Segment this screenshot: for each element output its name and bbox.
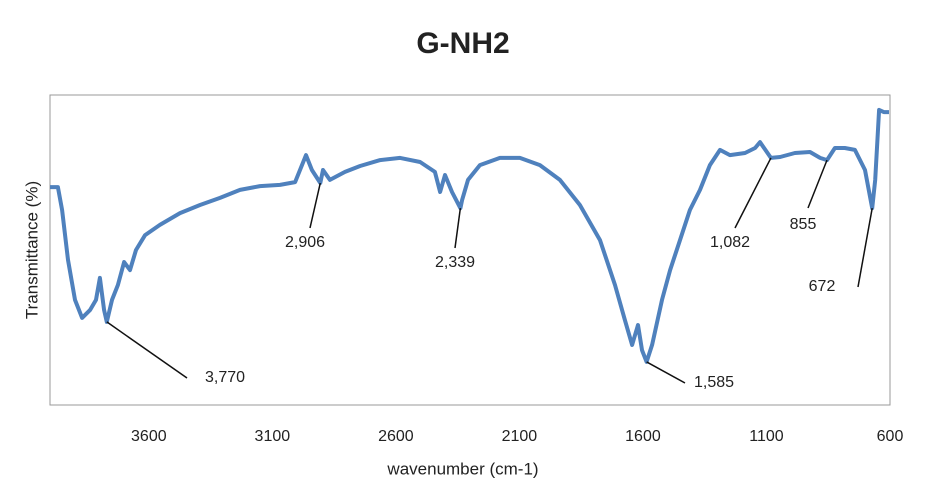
x-tick-label: 1600 <box>625 428 661 445</box>
annotation-label: 1,082 <box>710 234 750 251</box>
x-axis-label: wavenumber (cm-1) <box>386 459 538 478</box>
annotation-label: 2,339 <box>435 254 475 271</box>
annotation-leader <box>309 182 322 229</box>
x-tick-label: 3600 <box>131 428 167 445</box>
annotation-leader <box>734 157 772 229</box>
plot-frame <box>49 94 891 406</box>
y-axis-label: Transmittance (%) <box>22 181 41 319</box>
annotation-leader <box>857 208 873 288</box>
annotation-label: 2,906 <box>285 234 325 251</box>
x-tick-label: 1100 <box>749 428 784 445</box>
annotation-leader <box>454 208 462 249</box>
annotation-label: 3,770 <box>205 369 245 386</box>
spectrum-line <box>50 107 889 364</box>
annotation-leader <box>807 159 828 209</box>
annotation-leader <box>106 321 188 379</box>
annotation-label: 855 <box>790 216 817 233</box>
annotation-leader <box>646 361 686 384</box>
x-tick-label: 3100 <box>255 428 291 445</box>
annotation-label: 1,585 <box>694 374 734 391</box>
x-tick-label: 600 <box>877 428 904 445</box>
x-tick-label: 2600 <box>378 428 414 445</box>
chart-title: G-NH2 <box>416 27 509 60</box>
x-tick-label: 2100 <box>502 428 538 445</box>
annotation-label: 672 <box>809 278 836 295</box>
